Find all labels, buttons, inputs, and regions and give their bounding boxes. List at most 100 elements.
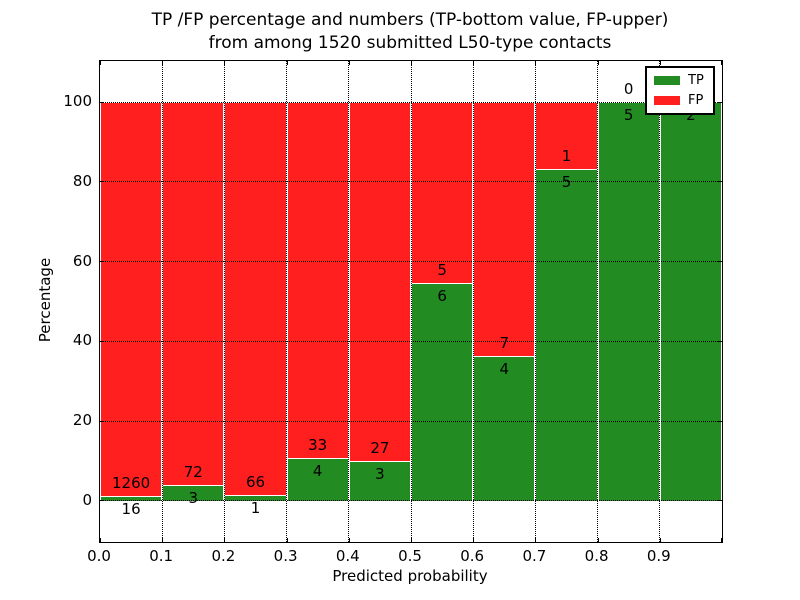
- y-tick-label: 0: [82, 490, 92, 509]
- bar-segment-tp: [597, 102, 660, 501]
- y-tick-label: 80: [72, 171, 92, 190]
- x-tick-mark: [100, 61, 101, 65]
- legend-swatch-fp: [654, 96, 680, 105]
- bar-segment-tp: [535, 168, 598, 501]
- x-tick-label: 0.8: [584, 547, 609, 565]
- y-tick-mark: [100, 420, 104, 422]
- gridline-vertical: [534, 61, 536, 542]
- x-tick-mark: [100, 538, 101, 542]
- x-tick-mark: [286, 538, 288, 542]
- y-tick-mark: [100, 500, 104, 502]
- legend-label: FP: [688, 93, 704, 108]
- bar-count-label-tp: 16: [121, 499, 141, 518]
- x-tick-mark: [721, 538, 722, 542]
- x-tick-mark: [286, 61, 288, 65]
- y-tick-mark: [718, 340, 722, 342]
- y-tick-label: 40: [72, 331, 92, 350]
- legend-entry: TP: [654, 74, 706, 87]
- bar-segment-tp: [224, 494, 287, 501]
- bar-count-label-tp: 1: [250, 498, 261, 517]
- y-tick-mark: [100, 261, 104, 263]
- legend-swatch-tp: [654, 76, 680, 85]
- x-tick-mark: [411, 61, 412, 65]
- y-tick-mark: [718, 500, 722, 502]
- x-axis-label: Predicted probability: [332, 567, 488, 585]
- plot-area: 1260167236613342735674150502: [99, 60, 723, 543]
- bar-count-label-fp: 7: [499, 333, 510, 352]
- x-tick-label: 0.0: [87, 547, 111, 565]
- x-tick-mark: [162, 538, 164, 542]
- bar-count-label-tp: 3: [188, 488, 199, 507]
- legend-entry: FP: [654, 94, 706, 107]
- bar-segment-fp: [411, 102, 474, 284]
- bar-count-label-tp: 5: [561, 172, 572, 191]
- y-tick-label: 20: [72, 411, 92, 430]
- y-tick-label: 60: [72, 251, 92, 270]
- x-tick-mark: [473, 61, 475, 65]
- x-tick-label: 0.5: [398, 547, 422, 565]
- x-tick-mark: [597, 538, 599, 542]
- x-tick-mark: [411, 538, 412, 542]
- x-tick-mark: [348, 61, 350, 65]
- x-tick-mark: [659, 538, 661, 542]
- gridline-vertical: [659, 61, 661, 542]
- x-tick-mark: [659, 61, 661, 65]
- bar-count-label-tp: 4: [499, 359, 510, 378]
- y-tick-mark: [100, 181, 104, 183]
- bar-segment-fp: [473, 102, 536, 356]
- bar-count-label-fp: 27: [370, 439, 390, 458]
- x-tick-label: 0.3: [273, 547, 298, 565]
- y-tick-mark: [718, 261, 722, 263]
- bar-segment-tp: [473, 355, 536, 501]
- x-tick-label: 0.9: [646, 547, 671, 565]
- x-tick-label: 0.4: [335, 547, 360, 565]
- bar-count-label-tp: 6: [437, 287, 447, 306]
- bar-count-label-tp: 3: [375, 465, 385, 484]
- y-tick-label: 100: [63, 92, 92, 111]
- gridline-vertical: [223, 61, 225, 542]
- y-tick-mark: [718, 101, 722, 103]
- gridline-vertical: [597, 61, 599, 542]
- gridline-vertical: [161, 61, 163, 542]
- x-tick-mark: [348, 538, 350, 542]
- x-tick-mark: [597, 61, 599, 65]
- y-tick-mark: [718, 181, 722, 183]
- bar-segment-tp: [659, 102, 722, 501]
- bar-segment-tp: [348, 461, 411, 501]
- legend: TP FP: [645, 66, 715, 115]
- bar-segment-fp: [535, 102, 598, 169]
- y-tick-mark: [100, 340, 104, 342]
- bar-segment-fp: [162, 102, 225, 485]
- x-tick-mark: [224, 61, 226, 65]
- bar-count-label-fp: 72: [183, 462, 203, 481]
- bar-segment-fp: [348, 102, 411, 462]
- bar-count-label-tp: 4: [312, 461, 323, 480]
- bar-count-label-fp: 1: [561, 146, 572, 165]
- bar-count-label-tp: 5: [623, 106, 634, 125]
- bar-segment-fp: [286, 102, 349, 458]
- x-tick-label: 0.1: [149, 547, 174, 565]
- bar-segment-tp: [100, 495, 163, 501]
- y-tick-mark: [718, 420, 722, 422]
- bar-count-label-fp: 1260: [112, 473, 151, 492]
- x-tick-mark: [535, 538, 537, 542]
- bar-segment-tp: [411, 283, 474, 501]
- chart-title-line1: TP /FP percentage and numbers (TP-bottom…: [151, 10, 669, 30]
- x-tick-label: 0.7: [522, 547, 547, 565]
- gridline-vertical: [472, 61, 474, 542]
- chart-title: TP /FP percentage and numbers (TP-bottom…: [99, 9, 721, 55]
- x-tick-mark: [721, 61, 722, 65]
- x-tick-mark: [224, 538, 226, 542]
- x-tick-label: 0.2: [211, 547, 236, 565]
- bar-count-label-fp: 0: [623, 80, 634, 99]
- bar-segment-fp: [100, 102, 163, 496]
- y-tick-mark: [100, 101, 104, 103]
- gridline-vertical: [410, 61, 412, 542]
- bar-count-label-tp: 2: [686, 106, 696, 125]
- bar-segment-tp: [286, 457, 349, 501]
- bar-segment-fp: [224, 102, 287, 495]
- bar-count-label-fp: 5: [437, 261, 447, 280]
- gridline-vertical: [348, 61, 350, 542]
- bar-count-label-fp: 66: [245, 472, 266, 491]
